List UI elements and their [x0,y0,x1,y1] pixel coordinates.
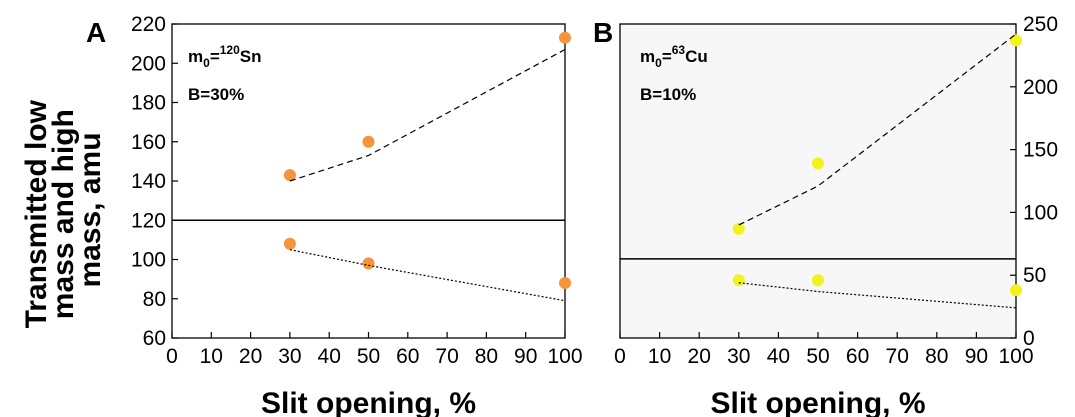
y-axis-title-line-1: Transmitted low [20,99,53,328]
panel-b-y-tick-label: 50 [1023,264,1046,287]
panel-a-letter: A [86,17,106,48]
panel-a: 0 10 20 30 40 50 60 70 80 90 100 60 80 100 120 140 160 18… [86,13,583,417]
panel-a-m-symbol: m [188,47,203,66]
panel-a-data-point [283,237,296,250]
panel-b-y-tick-label: 250 [1023,13,1058,36]
panel-b-data-point [812,274,824,287]
panel-a-y-tick-label: 180 [131,92,166,115]
panel-b-lower-fit-line [738,282,1017,309]
panel-a-x-tick-label: 30 [278,345,301,368]
panel-a-y-tick-label: 100 [131,249,166,272]
panel-b-plot-frame [619,23,1017,339]
panel-b-bandwidth-label: B=10% [640,85,696,104]
panel-b-y-tick-label: 200 [1023,76,1058,99]
panel-a-element: Sn [240,47,262,66]
panel-b-x-tick-label: 80 [925,345,948,368]
panel-a-x-tick-label: 90 [514,345,537,368]
panel-a-x-tick-label: 0 [166,345,178,368]
panel-b: 0 10 20 30 40 50 60 70 80 90 100050100150200250Bm0… [593,13,1058,417]
panel-a-plot-frame [171,23,566,339]
panel-a-y-tick-label: 80 [143,288,166,311]
panel-a-x-tick-label: 10 [200,345,223,368]
panel-a-lower-fit-line [289,249,566,302]
panel-b-x-tick-label: 40 [767,345,790,368]
panel-a-x-tick-label: 60 [396,345,419,368]
panel-a-reference-mass-label: m0=120Sn [188,43,262,70]
panel-b-letter: B [593,17,613,48]
panel-b-x-tick-label: 90 [965,345,988,368]
panel-a-y-tick-label: 120 [131,209,166,232]
panel-b-equals: = [662,47,672,66]
panel-a-mass-superscript: 120 [220,43,240,57]
panel-a-data-point [559,31,571,44]
panel-a-x-tick-label: 50 [357,345,380,368]
panel-a-bandwidth-label: B=30% [188,85,244,104]
panel-a-data-point [362,135,375,148]
panel-b-element: Cu [685,47,708,66]
panel-b-data-point [812,157,824,170]
panel-b-x-tick-label: 30 [727,345,750,368]
panel-b-m-subscript: 0 [655,56,662,70]
panel-a-equals: = [210,47,220,66]
panel-a-x-tick-label: 40 [318,345,341,368]
panel-b-upper-fit-line [738,33,1017,226]
panel-a-y-tick-label: 200 [131,52,166,75]
y-axis-title-line-2: mass and high [47,109,80,319]
panel-a-x-tick-label: 20 [239,345,262,368]
y-axis-title: Transmitted low mass and high mass, amu [20,92,107,329]
panel-b-data-point [1010,34,1022,47]
panel-a-x-tick-label: 100 [547,345,582,368]
panel-a-y-tick-label: 160 [131,131,166,154]
panel-b-data-point [732,222,745,235]
panel-b-x-tick-label: 20 [688,345,711,368]
panel-a-upper-fit-line [289,48,566,182]
panel-a-data-point [283,169,296,182]
panel-b-x-tick-label: 50 [806,345,829,368]
panel-a-y-tick-label: 220 [131,13,166,36]
panel-b-x-tick-label: 70 [886,345,909,368]
panel-b-reference-mass-label: m0=63Cu [640,43,708,70]
panel-a-m-subscript: 0 [203,56,210,70]
panel-b-y-tick-label: 100 [1023,201,1058,224]
panel-b-m-symbol: m [640,47,655,66]
panel-b-x-axis-title: Slit opening, % [711,387,926,417]
panel-a-y-tick-label: 140 [131,170,166,193]
panel-b-data-point [732,274,745,287]
panel-b-y-tick-label: 150 [1023,139,1058,162]
panel-b-x-tick-label: 10 [648,345,671,368]
panel-a-y-tick-label: 60 [143,327,166,350]
panel-a-x-tick-label: 70 [435,345,458,368]
panel-b-mass-superscript: 63 [672,43,686,57]
y-axis-title-line-3: mass, amu [74,132,107,287]
panel-a-x-tick-label: 80 [475,345,498,368]
panel-b-x-tick-label: 60 [846,345,869,368]
panel-b-y-tick-label: 0 [1023,327,1035,350]
panel-b-x-tick-label: 100 [998,345,1033,368]
panel-a-x-axis-title: Slit opening, % [261,387,476,417]
panel-a-data-point [559,277,571,290]
panel-b-data-point [1010,284,1022,297]
panel-b-x-tick-label: 0 [614,345,626,368]
panel-a-data-point [362,257,375,270]
